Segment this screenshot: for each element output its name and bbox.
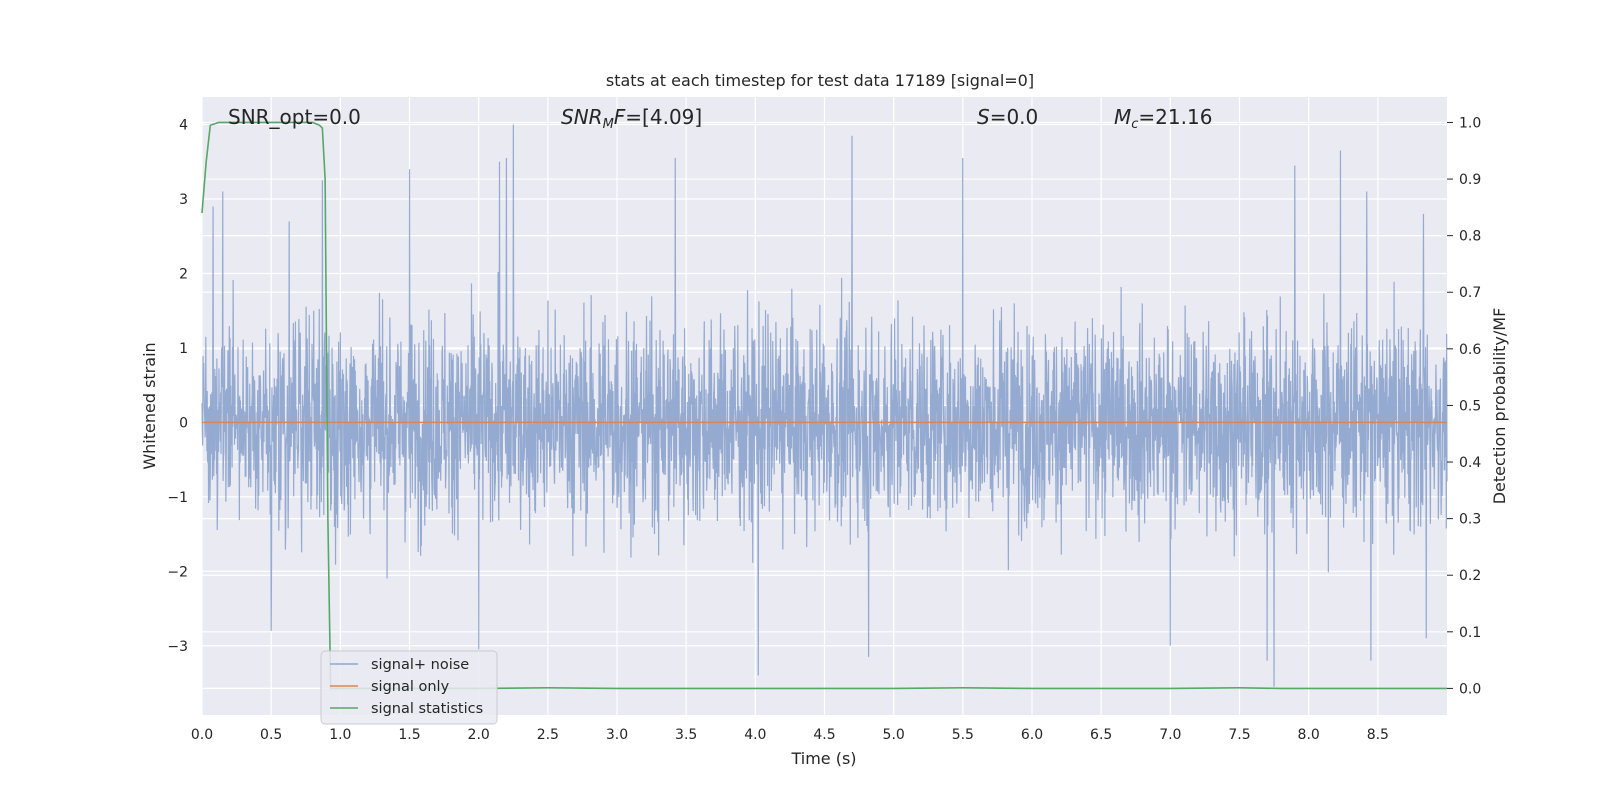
x-axis-label: Time (s) (790, 749, 856, 768)
y2-tick-label: 0.8 (1459, 229, 1481, 245)
annotation-mc-italic: M (1114, 105, 1131, 129)
annotation-s: S=0.0 (977, 105, 1038, 129)
x-tick-label: 3.0 (606, 727, 628, 743)
x-tick-label: 7.5 (1228, 727, 1250, 743)
x-tick-label: 1.0 (329, 727, 351, 743)
y-tick-label: −1 (167, 490, 188, 506)
annotation-s-italic: S (977, 105, 990, 129)
x-tick-label: 1.5 (398, 727, 420, 743)
annotation-snr-mf: SNRMF=[4.09] (561, 105, 702, 132)
x-tick-label: 6.5 (1090, 727, 1112, 743)
x-tick-label: 8.5 (1367, 727, 1389, 743)
x-axis-ticks: 0.0 0.5 1.0 1.5 2.0 2.5 3.0 3.5 4.0 4.5 5.0 5.5 6.0 6… (191, 727, 1389, 743)
y-tick-label: 2 (179, 266, 188, 282)
annotation-snr-mf-italic: SNR (561, 105, 603, 129)
y2-tick-label: 0.6 (1459, 342, 1481, 358)
x-tick-label: 2.0 (468, 727, 490, 743)
annotation-mc: Mc=21.16 (1114, 105, 1212, 132)
x-tick-label: 8.0 (1298, 727, 1320, 743)
y-tick-label: −2 (167, 564, 188, 580)
annotations: SNR_opt=0.0 SNRMF=[4.09] S=0.0 Mc=21.16 (228, 105, 1212, 132)
legend-box (320, 650, 498, 725)
y2-tick-label: 0.4 (1459, 455, 1481, 471)
x-tick-label: 4.0 (744, 727, 766, 743)
x-tick-label: 7.0 (1159, 727, 1181, 743)
y2-tick-label: 0.7 (1459, 285, 1481, 301)
x-tick-label: 0.0 (191, 727, 213, 743)
x-tick-label: 6.0 (1021, 727, 1043, 743)
x-tick-label: 4.5 (813, 727, 835, 743)
annotation-snr-mf-sub: M (603, 117, 614, 132)
series-line-signal-noise (201, 124, 1448, 687)
x-tick-label: 5.5 (952, 727, 974, 743)
legend: signal+ noise signal only signal statist… (320, 650, 498, 725)
x-tick-label: 2.5 (537, 727, 559, 743)
y-axis-label: Whitened strain (140, 342, 159, 469)
y2-tick-label: 0.1 (1459, 625, 1481, 641)
annotation-mc-sub: c (1131, 117, 1138, 132)
x-tick-label: 5.0 (883, 727, 905, 743)
y2-axis-ticks: 0.0 0.1 0.2 0.3 0.4 0.5 0.6 0.7 0.8 0.9 1.0 (1447, 115, 1481, 697)
y2-axis-label: Detection probability/MF (1490, 308, 1509, 505)
legend-label-signal-only: signal only (371, 679, 450, 695)
x-tick-label: 3.5 (675, 727, 697, 743)
y2-tick-label: 0.0 (1459, 681, 1481, 697)
y-tick-label: 0 (179, 415, 188, 431)
y-axis-ticks: −3 −2 −1 0 1 2 3 4 (167, 118, 188, 655)
y-tick-label: −3 (167, 639, 188, 655)
y-tick-label: 3 (179, 192, 188, 208)
y2-tick-label: 0.3 (1459, 512, 1481, 528)
y2-tick-label: 1.0 (1459, 115, 1481, 131)
x-tick-label: 0.5 (260, 727, 282, 743)
legend-label-signal-noise: signal+ noise (371, 657, 469, 673)
annotation-snr-opt: SNR_opt=0.0 (228, 105, 361, 129)
annotation-s-value: =0.0 (990, 105, 1039, 129)
y2-tick-label: 0.5 (1459, 398, 1481, 414)
chart-title: stats at each timestep for test data 171… (606, 71, 1034, 90)
y-tick-label: 1 (179, 341, 188, 357)
y2-tick-label: 0.2 (1459, 568, 1481, 584)
legend-label-signal-statistics: signal statistics (371, 701, 483, 717)
annotation-snr-mf-value: =[4.09] (625, 105, 702, 129)
annotation-snr-mf-italic2: F (614, 105, 626, 129)
y2-tick-label: 0.9 (1459, 172, 1481, 188)
noise-series (201, 124, 1448, 687)
y-tick-label: 4 (179, 118, 188, 134)
annotation-mc-value: =21.16 (1138, 105, 1212, 129)
